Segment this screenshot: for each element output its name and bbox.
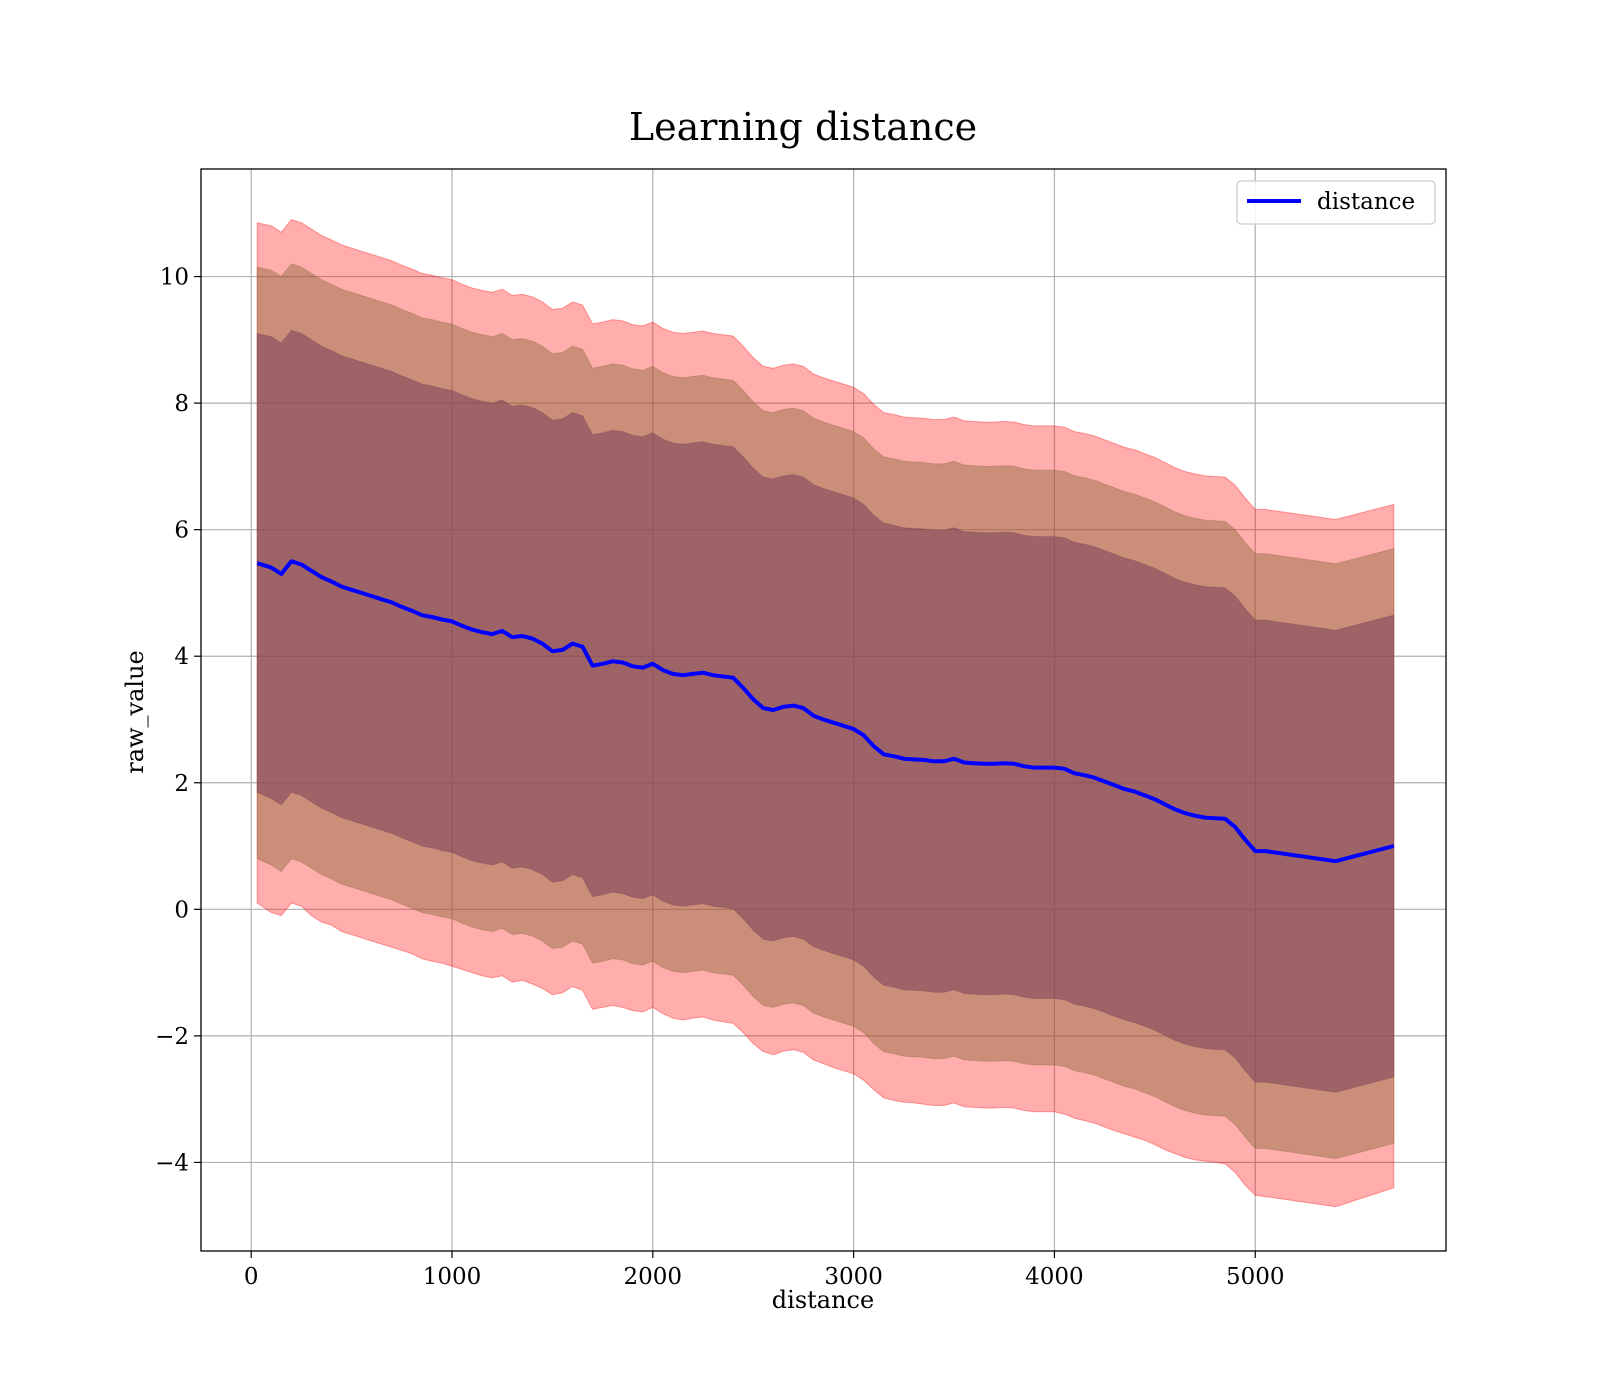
band-inner xyxy=(256,329,1395,1093)
x-axis-ticks: 0 1000 2000 3000 4000 5000 xyxy=(244,1251,1285,1290)
y-tick-label: −2 xyxy=(155,1024,189,1050)
x-tick-label: 3000 xyxy=(824,1264,883,1290)
x-tick-label: 0 xyxy=(244,1264,259,1290)
y-tick-label: 2 xyxy=(174,771,189,797)
y-tick-label: −4 xyxy=(155,1150,189,1176)
y-tick-label: 8 xyxy=(174,391,189,417)
series-line-distance xyxy=(256,559,1395,864)
y-tick-label: 4 xyxy=(174,644,189,670)
confidence-bands xyxy=(256,219,1395,1208)
y-axis-ticks: −4 −2 0 2 4 6 8 10 xyxy=(155,265,201,1176)
x-tick-label: 1000 xyxy=(423,1264,482,1290)
y-tick-label: 6 xyxy=(174,518,189,544)
legend-label-distance: distance xyxy=(1317,189,1415,215)
chart-title: Learning distance xyxy=(629,105,977,149)
x-axis-label: distance xyxy=(772,1286,874,1314)
x-tick-label: 2000 xyxy=(624,1264,683,1290)
series-lines xyxy=(256,559,1395,864)
legend: distance xyxy=(1236,180,1436,225)
y-tick-label: 0 xyxy=(174,897,189,923)
legend-box xyxy=(1236,180,1436,225)
y-tick-label: 10 xyxy=(160,265,189,291)
x-tick-label: 5000 xyxy=(1226,1264,1285,1290)
y-axis-label: raw_value xyxy=(121,650,149,774)
x-tick-label: 4000 xyxy=(1025,1264,1084,1290)
plot-frame xyxy=(200,168,1447,1252)
